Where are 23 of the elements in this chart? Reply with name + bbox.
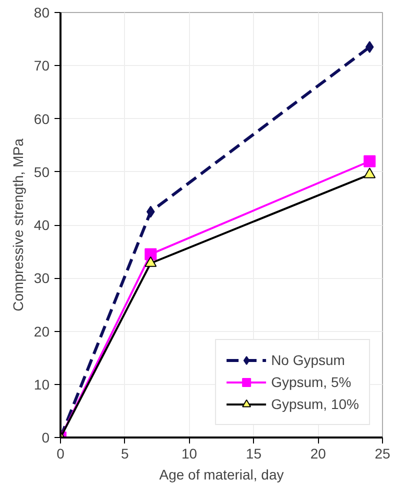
y-tick-label: 20 xyxy=(34,323,50,340)
y-tick-label: 50 xyxy=(34,164,50,180)
point xyxy=(365,41,374,54)
y-tick-label: 70 xyxy=(34,58,50,74)
legend-label: Gypsum, 10% xyxy=(271,396,359,412)
x-tick-label: 20 xyxy=(310,446,326,462)
y-tick-label: 0 xyxy=(42,430,50,446)
legend-label: Gypsum, 5% xyxy=(271,374,352,390)
y-axis-title: Compressive strength, MPa xyxy=(10,138,26,312)
point xyxy=(146,206,155,218)
y-tick-label: 80 xyxy=(34,4,50,20)
y-tick-label: 30 xyxy=(34,270,50,286)
legend-label: No Gypsum xyxy=(271,352,345,368)
x-tick-label: 0 xyxy=(56,446,65,462)
y-tick-label: 10 xyxy=(34,376,50,392)
x-axis-title: Age of material, day xyxy=(159,466,284,482)
y-tick-label: 60 xyxy=(34,110,50,127)
point xyxy=(364,155,376,168)
x-tick-label: 15 xyxy=(246,446,262,462)
x-tick-label: 25 xyxy=(374,446,390,462)
y-tick-label: 40 xyxy=(34,217,50,233)
x-tick-label: 5 xyxy=(121,446,130,462)
x-tick-label: 10 xyxy=(182,446,198,462)
